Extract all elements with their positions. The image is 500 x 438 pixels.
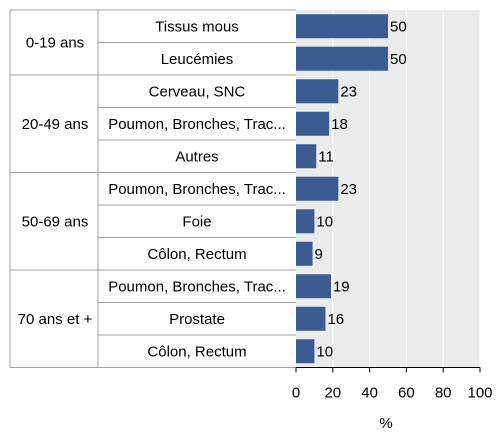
- category-label: Tissus mous: [155, 18, 239, 35]
- category-label: Poumon, Bronches, Trac...: [108, 181, 286, 198]
- bar: [296, 79, 339, 104]
- data-label: 10: [316, 343, 333, 360]
- bar: [296, 176, 339, 201]
- data-label: 18: [331, 116, 348, 133]
- group-label: 70 ans et +: [18, 311, 93, 328]
- x-axis: 0 20 40 60 80 100: [292, 367, 493, 402]
- category-label: Cerveau, SNC: [149, 83, 246, 100]
- bar: [296, 111, 330, 136]
- x-tick-label: 80: [435, 385, 452, 402]
- group-label: 20-49 ans: [22, 116, 89, 133]
- x-tick-label: 20: [324, 385, 341, 402]
- data-label: 9: [315, 246, 323, 263]
- category-label: Foie: [182, 213, 211, 230]
- x-tick-label: 60: [398, 385, 415, 402]
- category-label: Poumon, Bronches, Trac...: [108, 116, 286, 133]
- bar-series: 50 50 23 18 11 23 10 9 19 16 10: [296, 14, 407, 364]
- data-label: 16: [327, 311, 344, 328]
- data-label: 50: [390, 51, 407, 68]
- x-tick-label: 40: [361, 385, 378, 402]
- bar: [296, 14, 388, 39]
- category-label: Prostate: [169, 311, 225, 328]
- bar: [296, 46, 388, 71]
- data-label: 50: [390, 18, 407, 35]
- data-label: 11: [318, 148, 334, 165]
- x-tick-label: 0: [292, 385, 300, 402]
- category-label: Côlon, Rectum: [147, 246, 246, 263]
- group-label: 0-19 ans: [26, 35, 84, 52]
- data-label: 10: [316, 213, 333, 230]
- group-label: 50-69 ans: [22, 213, 89, 230]
- bar: [296, 306, 326, 331]
- bar: [296, 274, 331, 299]
- category-label: Poumon, Bronches, Trac...: [108, 278, 286, 295]
- data-label: 19: [333, 278, 350, 295]
- bar: [296, 144, 317, 169]
- category-table: 0-19 ans Tissus mous Leucémies 20-49 ans Cer…: [9, 9, 296, 368]
- category-label: Côlon, Rectum: [147, 343, 246, 360]
- data-label: 23: [340, 83, 357, 100]
- bar: [296, 209, 315, 234]
- x-tick-label: 100: [467, 385, 492, 402]
- category-label: Autres: [175, 148, 218, 165]
- category-label: Leucémies: [161, 51, 234, 68]
- x-axis-label: %: [379, 415, 392, 432]
- bar: [296, 241, 313, 266]
- data-label: 23: [340, 181, 357, 198]
- bar: [296, 339, 315, 364]
